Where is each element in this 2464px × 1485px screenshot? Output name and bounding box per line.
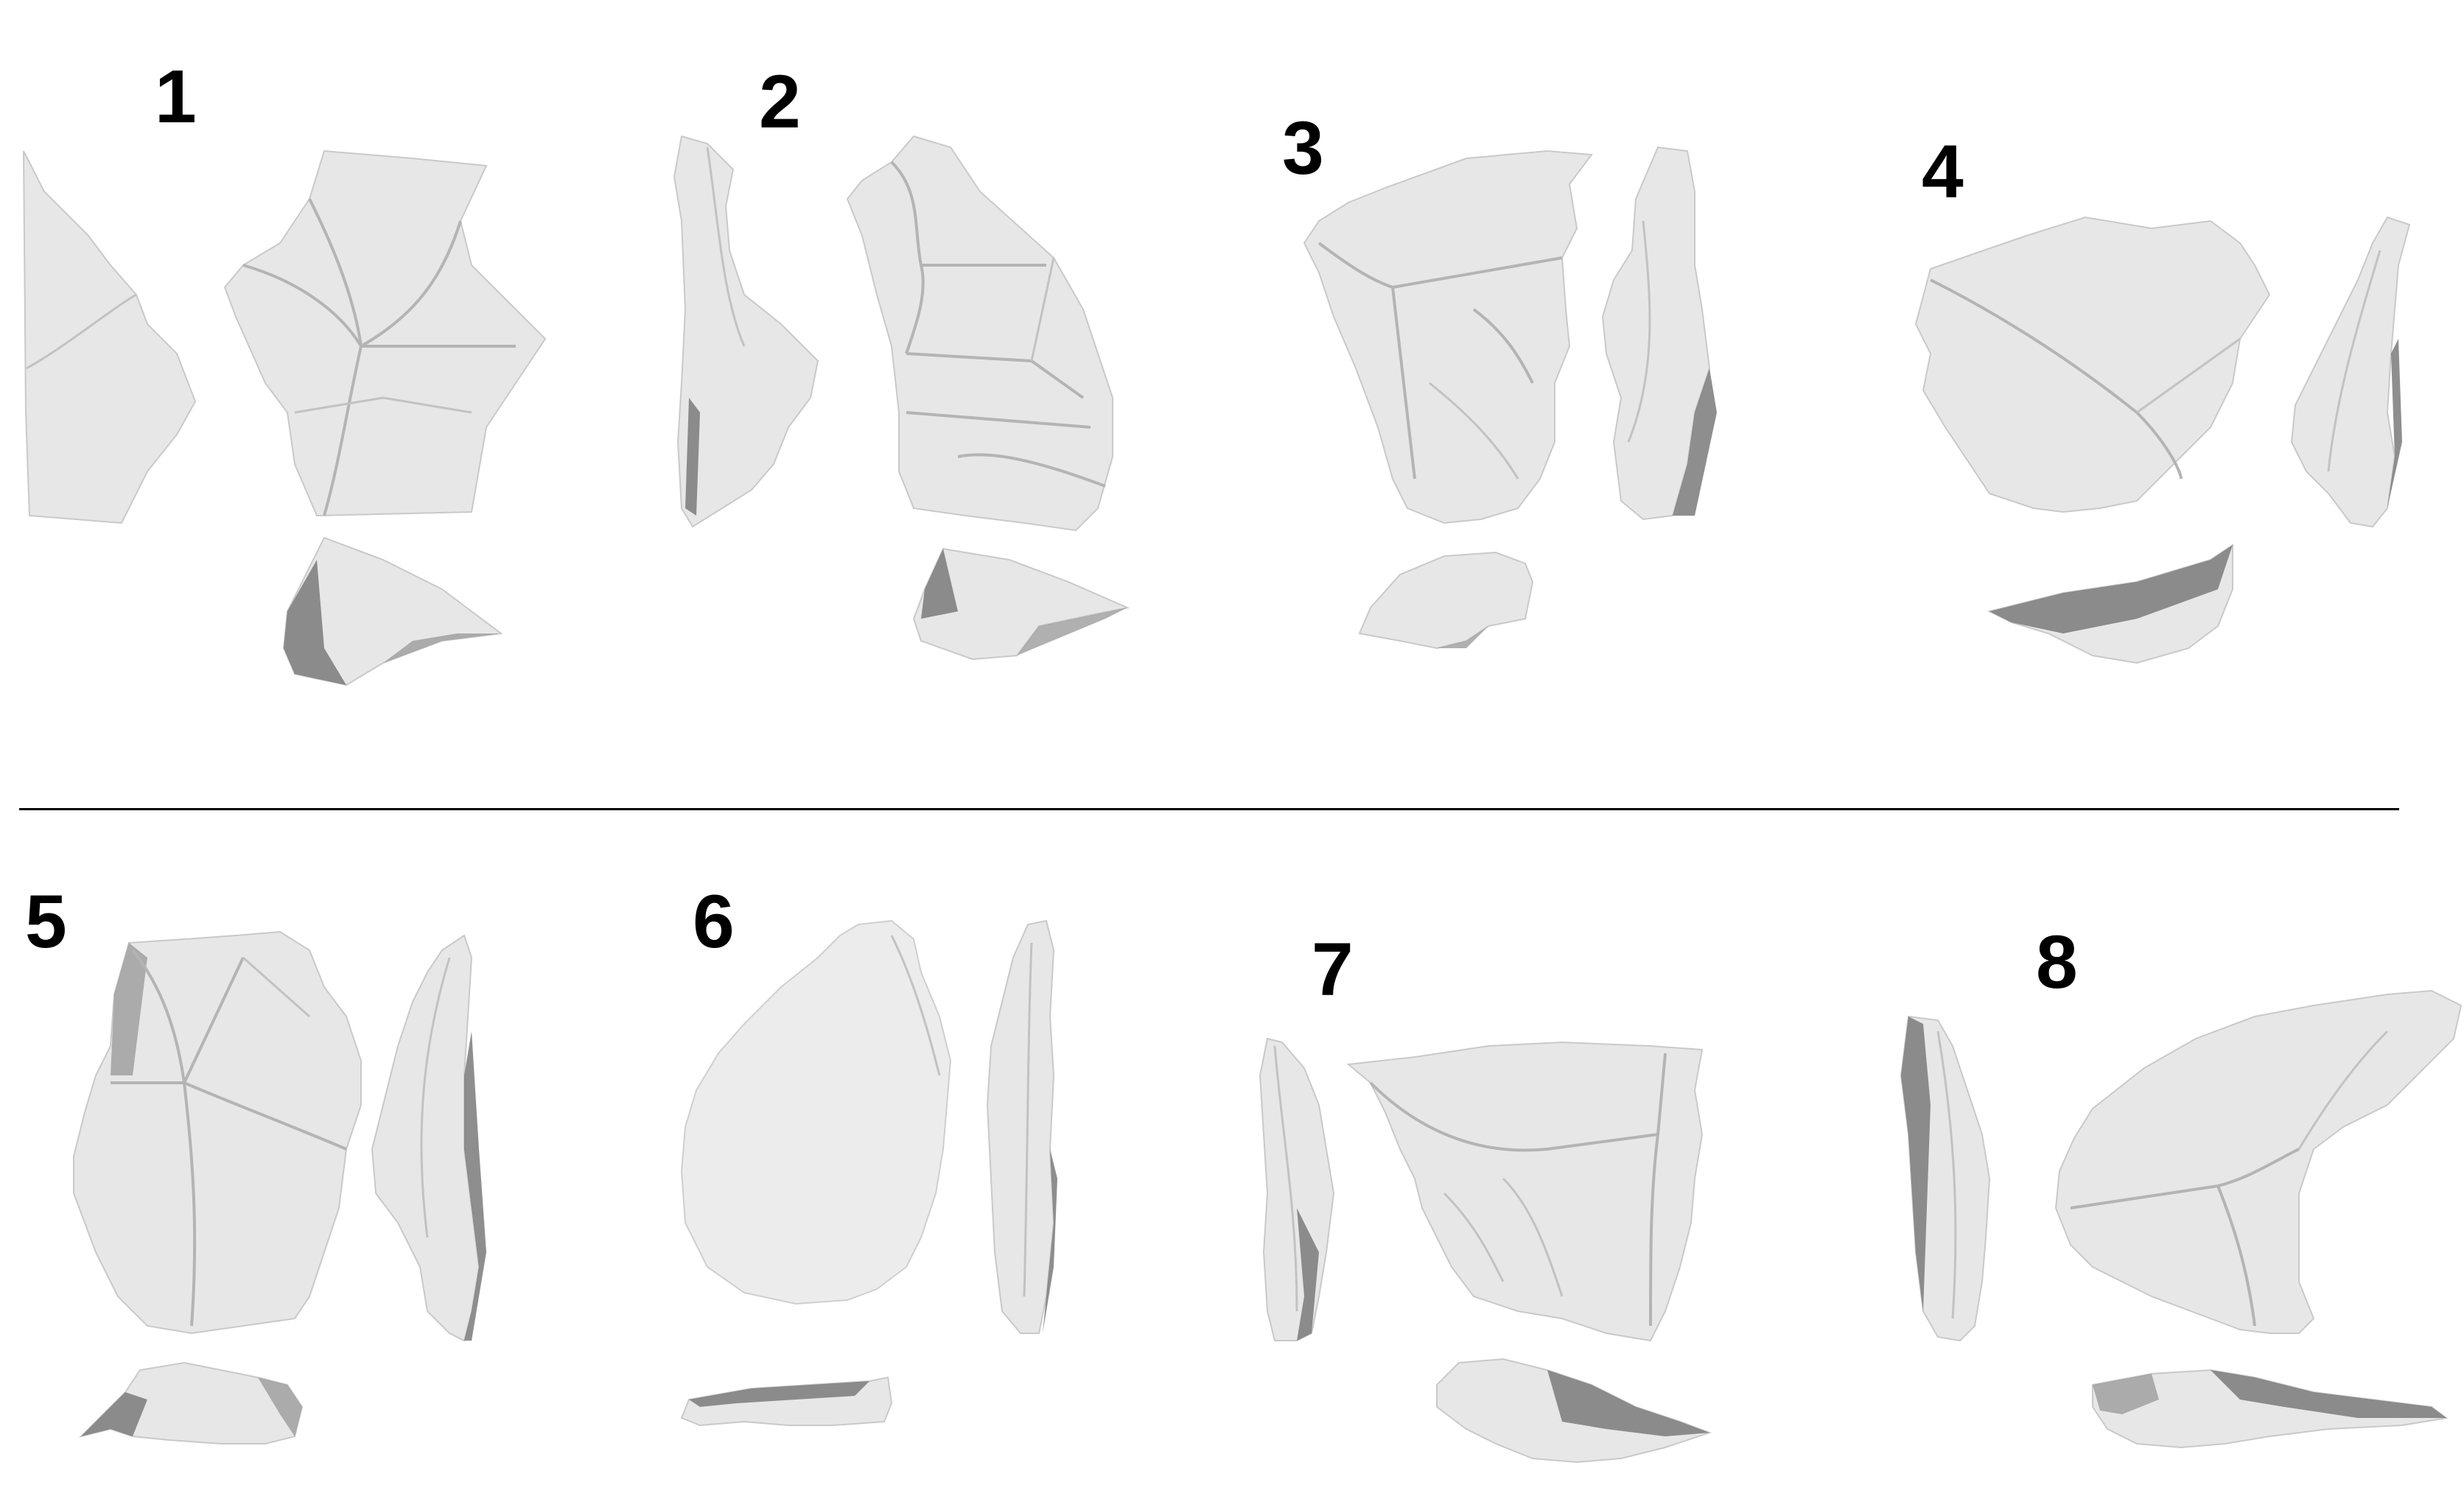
artifact-1-platform-view [282, 536, 503, 687]
artifact-7 [1259, 1037, 1712, 1464]
artifact-4-lateral-view [2290, 216, 2411, 528]
panel-label-8: 8 [2036, 920, 2078, 1004]
artifact-1 [23, 150, 547, 687]
panel-label-3: 3 [1282, 106, 1324, 190]
artifact-6-ventral-view [680, 919, 952, 1305]
artifact-6 [680, 919, 1057, 1427]
artifact-8-lateral-view [1900, 1015, 1991, 1342]
artifact-2-dorsal-view [846, 135, 1113, 532]
artifact-7-ventral-view [1346, 1041, 1704, 1342]
artifact-7-platform-view [1436, 1358, 1712, 1464]
artifact-2 [673, 135, 1130, 661]
panel-label-7: 7 [1312, 927, 1354, 1011]
row-divider-line [19, 808, 2399, 810]
artifact-6-platform-view [680, 1376, 893, 1427]
artifact-3 [1303, 146, 1717, 650]
artifact-3-lateral-view [1601, 146, 1717, 521]
artifact-8-dorsal-view [2054, 989, 2463, 1334]
artifact-7-lateral-view [1259, 1037, 1335, 1341]
panel-label-4: 4 [1922, 130, 1964, 214]
artifact-2-platform-view [912, 547, 1130, 661]
artifact-3-ventral-view [1303, 150, 1593, 524]
artifact-4 [1914, 216, 2411, 664]
artifact-2-lateral-view [673, 135, 819, 528]
artifact-1-dorsal-view [223, 150, 547, 517]
panel-label-6: 6 [693, 880, 735, 963]
artifact-8-platform-view [2092, 1369, 2449, 1449]
artifact-1-lateral-view [23, 150, 197, 524]
artifact-5 [73, 930, 486, 1444]
panel-label-1: 1 [155, 55, 197, 138]
artifact-5-lateral-view [371, 934, 486, 1342]
artifact-5-platform-view [78, 1361, 304, 1444]
artifact-5-dorsal-view [73, 930, 362, 1335]
panel-label-5: 5 [25, 880, 67, 963]
artifact-4-platform-view [1987, 544, 2233, 664]
artifact-4-dorsal-view [1914, 216, 2271, 513]
artifact-3-platform-view [1358, 551, 1534, 650]
artifact-6-lateral-view [986, 919, 1057, 1334]
panel-label-2: 2 [759, 60, 801, 144]
artifact-8 [1900, 989, 2463, 1449]
